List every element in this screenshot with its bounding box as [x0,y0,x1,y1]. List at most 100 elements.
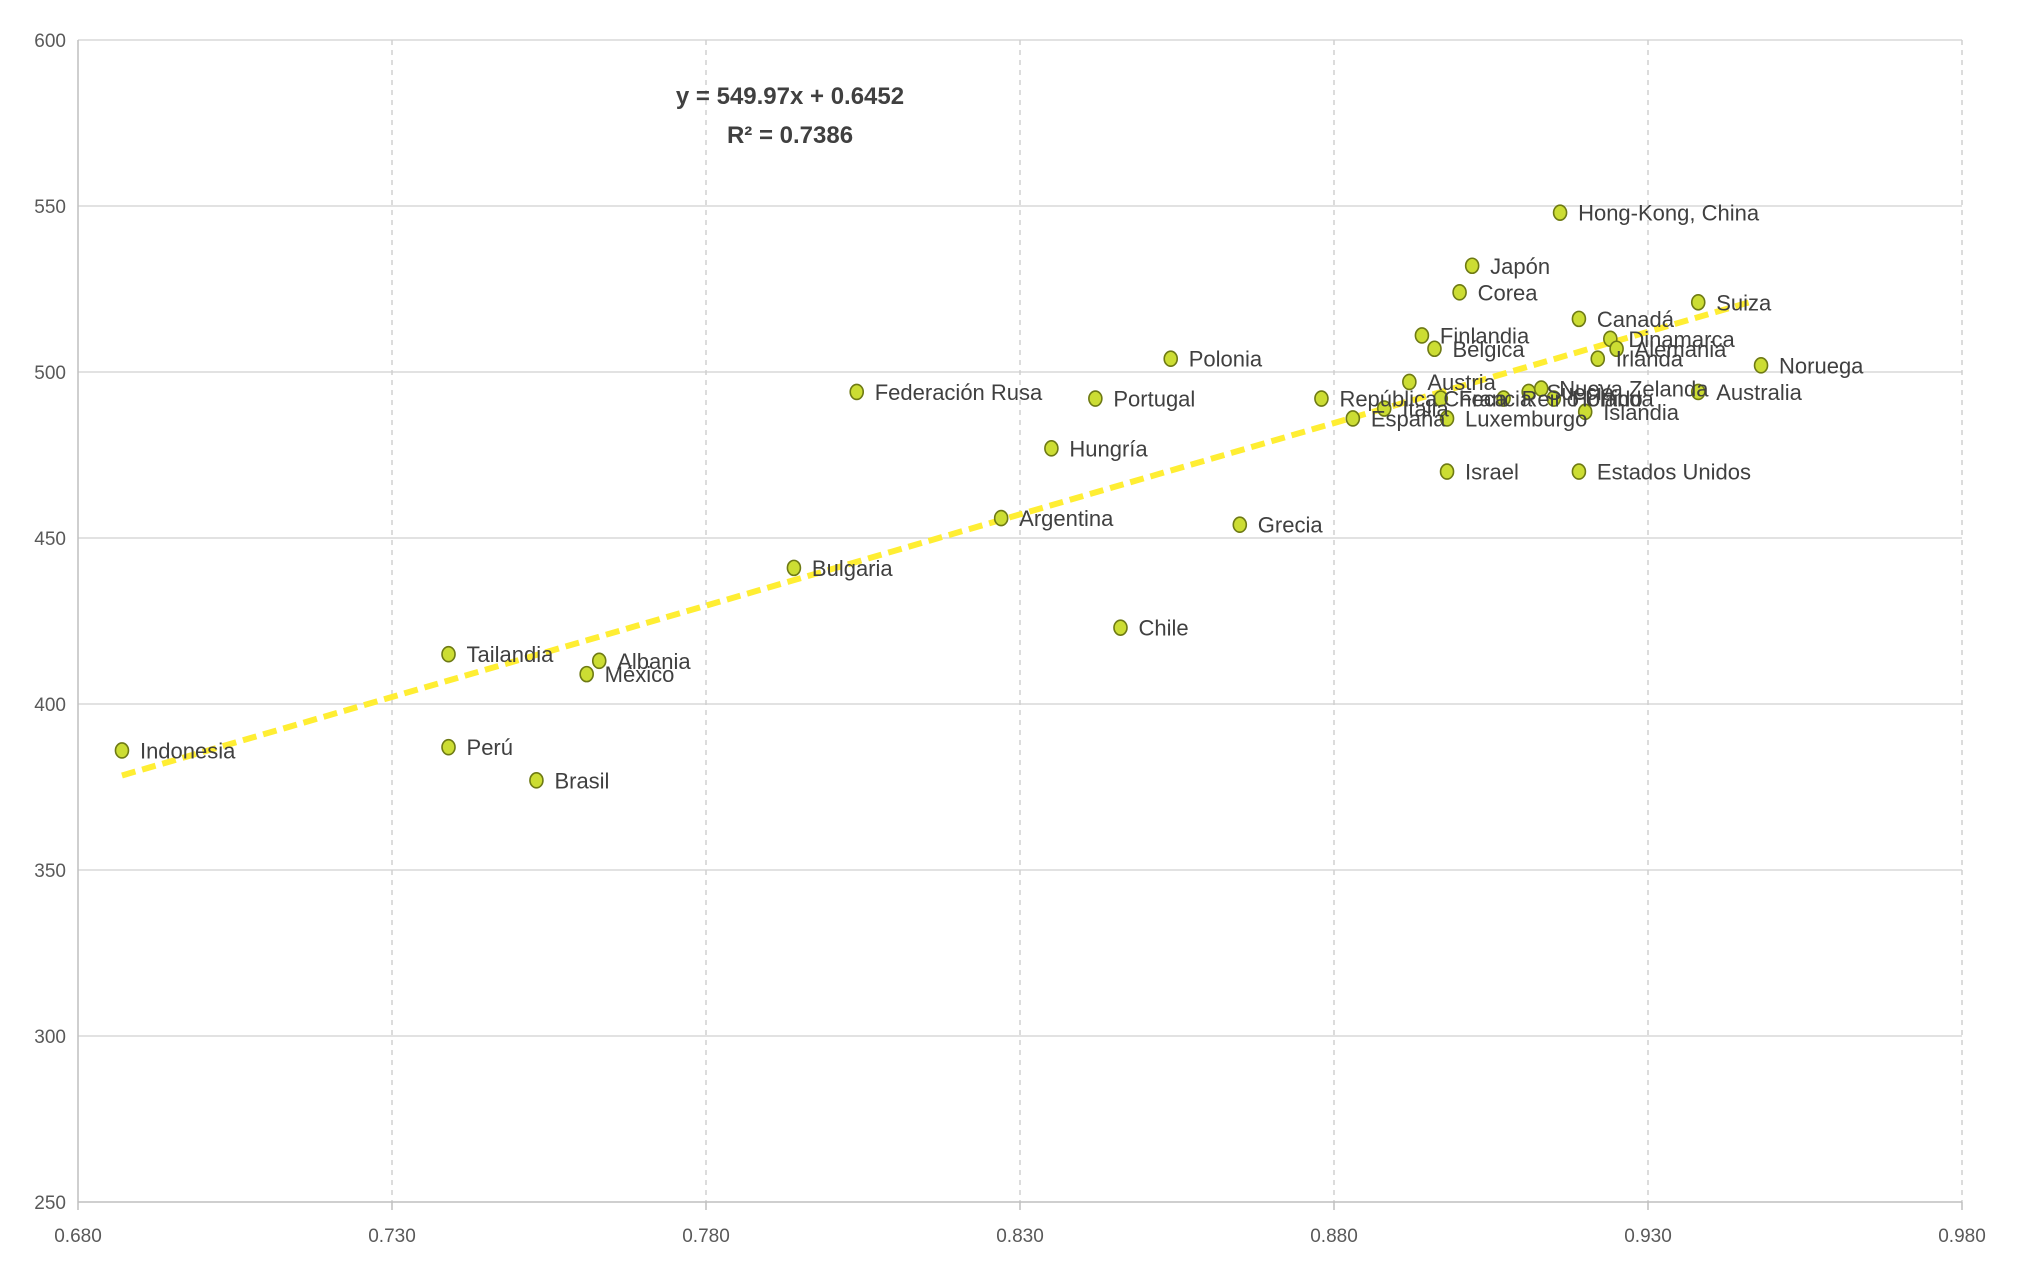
x-tick-label: 0.680 [54,1226,102,1247]
data-point [1314,390,1329,407]
data-label: Canadá [1597,307,1675,332]
data-label: Israel [1465,460,1519,485]
data-point [786,559,802,577]
data-point [591,652,607,670]
data-label: Austria [1427,370,1496,395]
data-point [1571,310,1587,328]
data-label: Albania [617,649,691,674]
data-label: Estados Unidos [1597,460,1751,485]
data-point [1533,380,1549,397]
data-point [1427,340,1442,358]
data-label: Hong-Kong, China [1578,201,1760,226]
data-point [441,738,456,756]
trendline-layer [121,297,1756,779]
data-label: Argentina [1019,506,1114,531]
data-label: Chile [1138,616,1188,641]
data-label: Brasil [554,768,609,793]
data-label: Luxemburgo [1465,406,1587,431]
y-tick-label: 300 [34,1027,66,1048]
x-tick-label: 0.980 [1938,1226,1986,1247]
data-label: España [1371,406,1446,431]
data-point [114,742,130,759]
data-label: Irlanda [1616,347,1684,372]
trendline-equation: y = 549.97x + 0.6452 R² = 0.7386 [676,83,904,149]
data-label: Suecia [1547,380,1615,405]
data-point [1590,350,1606,368]
data-label: Grecia [1258,513,1324,538]
data-point [579,665,594,683]
y-tick-label: 600 [34,31,66,52]
gridlines [78,39,1963,1202]
data-point [1044,440,1059,457]
data-point [1414,327,1430,344]
data-point [1464,257,1480,275]
data-label: Bulgaria [812,556,893,581]
data-label: Portugal [1113,387,1195,412]
data-point [1546,390,1562,407]
data-label: Perú [467,735,513,760]
data-label: Hungría [1069,436,1148,461]
data-point [993,509,1009,527]
y-tick-label: 400 [34,695,66,716]
data-label: Suiza [1716,290,1772,315]
data-label: Indonesia [140,738,236,763]
data-label: Reino Unido [1522,387,1643,412]
data-point [441,645,456,663]
x-tick-label: 0.880 [1310,1226,1358,1247]
data-label: Japón [1490,254,1550,279]
data-label: Polonia [1189,347,1263,372]
data-point [1452,284,1467,301]
data-point [1571,463,1587,480]
x-tick-label: 0.830 [996,1226,1044,1247]
data-labels: Indonesia Tailandia Perú Brasil AlbaniaMéxic… [140,201,1864,794]
data-label: Italia [1402,397,1449,422]
data-point [849,383,865,401]
data-point [529,772,544,789]
data-point [1376,400,1392,417]
trendline-r2-text: R² = 0.7386 [727,122,853,149]
data-label: Francia [1459,387,1533,412]
data-point [1439,463,1455,480]
axes: 600 550 500 450 400 350 300 250 0.680 0.730 0.780 0… [34,31,1985,1247]
data-point [1113,619,1128,636]
data-point [1402,373,1417,391]
data-points [114,204,1769,789]
data-point [1496,390,1511,407]
data-point [1232,516,1248,534]
y-tick-label: 350 [34,861,66,882]
data-label: Australia [1716,380,1802,405]
data-point [1552,204,1568,221]
x-tick-label: 0.730 [368,1226,416,1247]
data-point [1163,350,1179,368]
data-label: Finlandia [1440,323,1530,348]
y-tick-label: 500 [34,363,66,384]
data-point [1439,410,1455,427]
data-point [1690,293,1706,311]
data-label: Islandia [1603,400,1680,425]
data-label: México [605,662,675,687]
trendline [121,297,1756,779]
data-label: Holanda [1572,387,1655,412]
data-label: Dinamarca [1628,327,1735,352]
data-label: Tailandia [467,642,555,667]
data-point [1088,390,1103,407]
x-tick-label: 0.780 [682,1226,730,1247]
data-label: Corea [1478,280,1539,305]
y-tick-label: 250 [34,1193,66,1214]
data-label: República Checa [1339,387,1507,412]
data-point [1345,410,1361,427]
data-label: Federación Rusa [875,380,1043,405]
y-tick-label: 450 [34,529,66,550]
data-point [1577,403,1593,421]
data-label: Alemania [1635,337,1727,362]
data-label: Noruega [1779,353,1864,378]
trendline-equation-text: y = 549.97x + 0.6452 [676,83,904,110]
data-point [1433,390,1449,407]
y-tick-label: 550 [34,197,66,218]
data-point [1753,357,1769,374]
data-point [1609,340,1624,358]
data-label: Bélgica [1452,337,1525,362]
